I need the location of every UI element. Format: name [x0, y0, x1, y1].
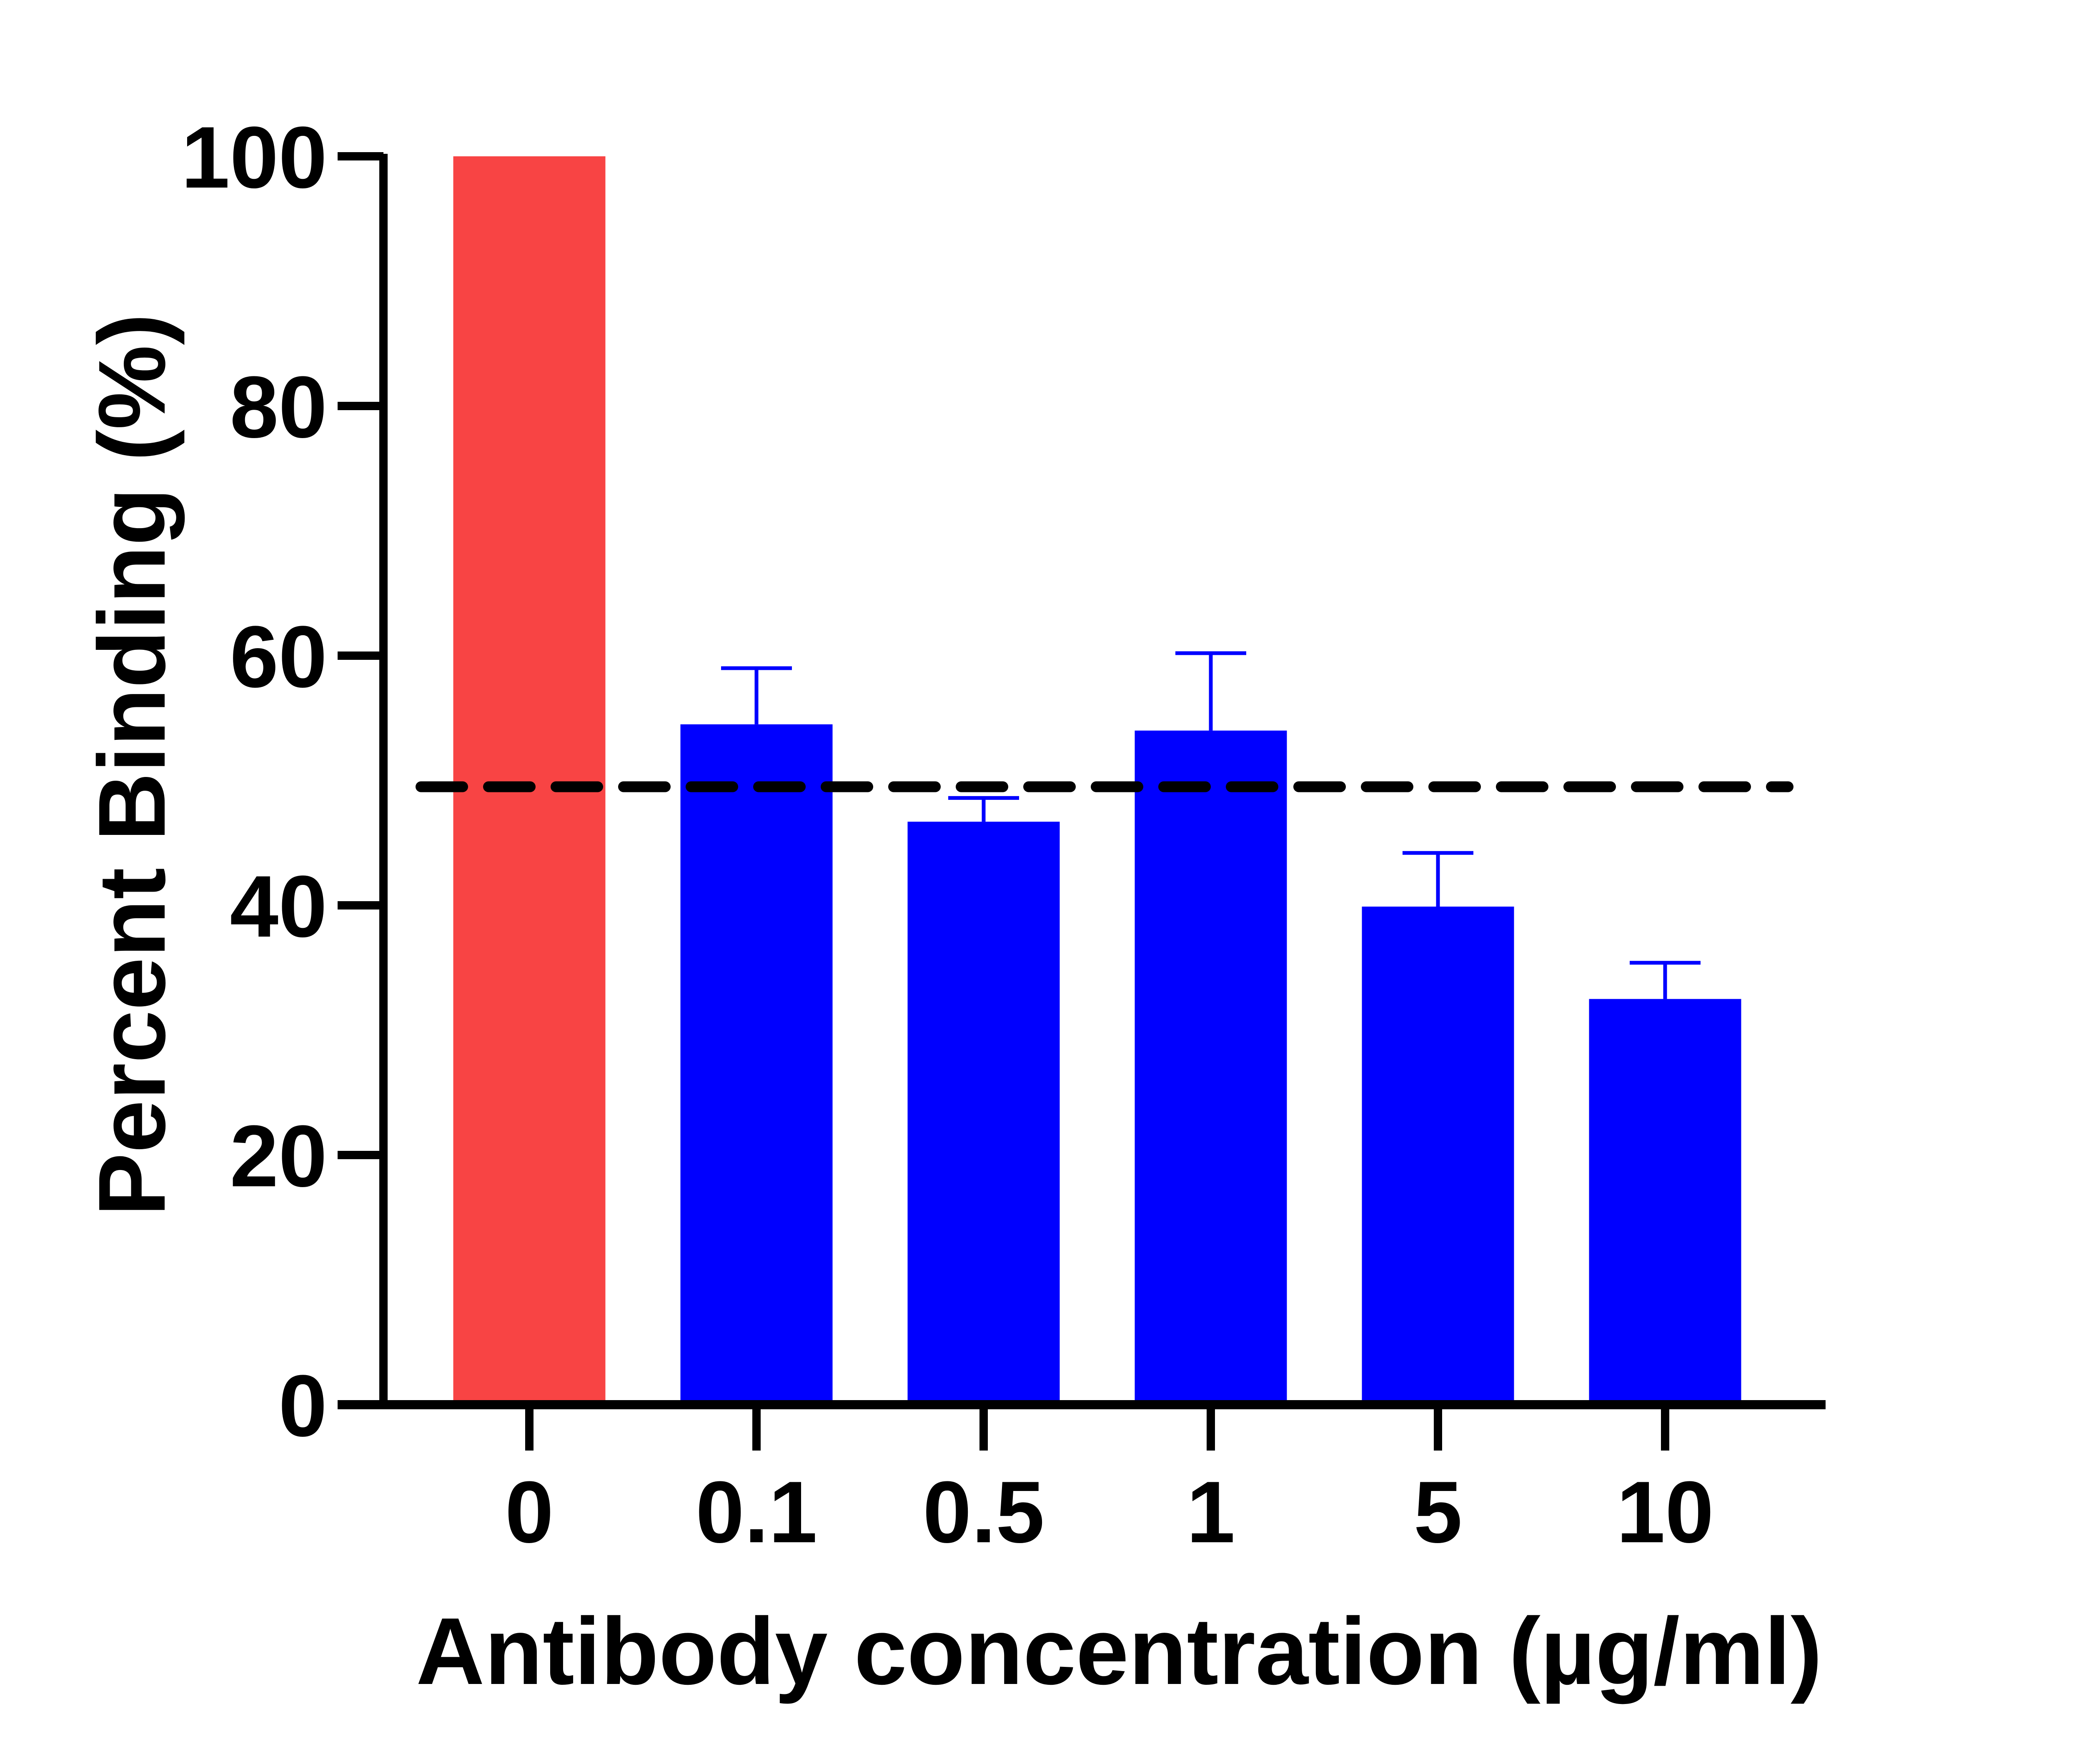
y-tick-label-40: 40: [230, 857, 327, 955]
y-tick-label-0: 0: [278, 1357, 327, 1455]
bar-10: [1589, 999, 1741, 1405]
y-tick-label-80: 80: [230, 358, 327, 456]
error-bars: [721, 651, 1701, 999]
x-tick-label-0.1: 0.1: [696, 1463, 817, 1561]
bar-1: [1135, 730, 1287, 1405]
bar-0: [453, 156, 606, 1405]
bar-0.5: [907, 822, 1060, 1405]
x-tick-label-1: 1: [1187, 1463, 1235, 1561]
x-tick-label-10: 10: [1616, 1463, 1714, 1561]
bar-0.1: [680, 724, 833, 1405]
bar-5: [1362, 906, 1514, 1405]
x-axis-ticks: 0 0.1 0.5 1 5 10: [505, 1405, 1714, 1561]
axes: [338, 154, 1826, 1409]
y-tick-label-20: 20: [230, 1107, 327, 1205]
x-tick-label-0.5: 0.5: [923, 1463, 1045, 1561]
x-axis-title: Antibody concentration (µg/ml): [416, 1599, 1822, 1704]
y-axis-ticks: 0 20 40 60 80 100: [181, 108, 383, 1455]
x-tick-label-0: 0: [505, 1463, 554, 1561]
bars: [453, 156, 1741, 1405]
y-tick-label-60: 60: [230, 608, 327, 706]
y-tick-label-100: 100: [181, 108, 327, 206]
y-axis-title: Percent Binding (%): [79, 313, 185, 1216]
x-tick-label-5: 5: [1414, 1463, 1463, 1561]
